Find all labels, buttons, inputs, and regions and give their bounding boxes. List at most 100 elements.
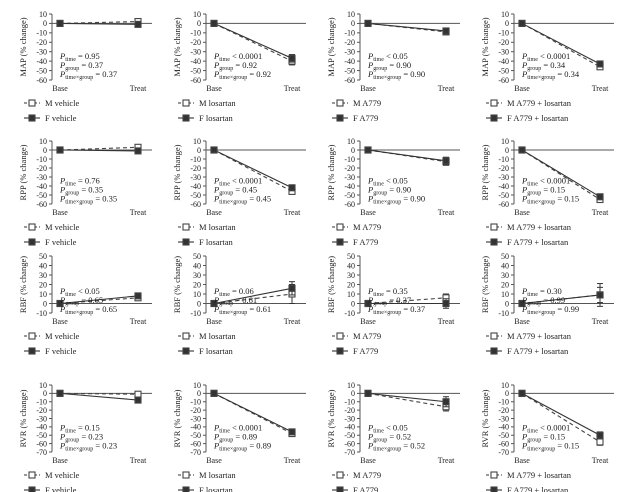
p-symbol: P (59, 194, 65, 204)
p-value: = 0.35 (79, 185, 103, 195)
legend-label: M A779 (353, 470, 381, 480)
p-value-stat: Pgroup = 0.99 (521, 295, 565, 307)
data-point (596, 431, 604, 439)
y-tick-label: -10 (36, 29, 47, 38)
p-subscript: time (65, 57, 76, 63)
y-tick-label: -40 (344, 182, 355, 191)
p-subscript: group (527, 301, 541, 307)
p-value-stat: Ptime = 0.35 (367, 286, 408, 298)
p-symbol: P (59, 423, 65, 433)
chart-panel: 100-10-20-30-40-50-60-70 RVR (% change) Ba… (172, 381, 306, 492)
y-tick-label: -30 (190, 173, 201, 182)
chart-panel: 100-10-20-30-40-50-60 RPP (% change) Base T… (326, 137, 460, 247)
y-tick-label: -10 (344, 398, 355, 407)
y-axis-label: RVR (% change) (480, 389, 490, 447)
y-tick-label: 0 (43, 299, 47, 308)
x-tick-label: Treat (438, 317, 455, 326)
legend-marker (28, 347, 36, 355)
p-value-stat: Pgroup = 0.15 (521, 185, 565, 197)
data-point (518, 146, 526, 154)
p-subscript: group (527, 438, 541, 444)
p-value: < 0.05 (384, 176, 408, 186)
p-value: = 0.37 (401, 304, 425, 314)
p-value-stat: Ptime×group = 0.89 (213, 441, 271, 453)
chart-panel: 100-10-20-30-40-50-60-70 RVR (% change) Ba… (480, 381, 614, 492)
p-subscript: group (65, 66, 79, 72)
legend-marker (490, 471, 498, 479)
x-tick-label: Treat (130, 317, 147, 326)
data-point (288, 428, 296, 436)
x-tick-label: Base (360, 456, 376, 465)
p-value-stat: Ptime < 0.0001 (213, 423, 262, 435)
legend-label: M losartan (199, 222, 236, 232)
p-value: = 0.35 (93, 194, 117, 204)
y-tick-label: -40 (498, 182, 509, 191)
legend-label: F A779 + losartan (507, 346, 569, 356)
y-tick-label: -70 (498, 448, 509, 457)
data-point (288, 184, 296, 192)
p-symbol: P (367, 60, 373, 70)
y-axis-label: RVR (% change) (172, 389, 182, 447)
y-tick-label: 10 (347, 381, 355, 390)
y-tick-label: -60 (344, 76, 355, 85)
x-tick-label: Base (206, 84, 222, 93)
y-tick-label: 30 (193, 271, 201, 280)
data-point (364, 146, 372, 154)
p-symbol: P (59, 295, 65, 305)
y-tick-label: -10 (190, 398, 201, 407)
legend-marker (490, 332, 498, 340)
p-value-stat: Ptime×group = 0.37 (59, 69, 117, 81)
series-line (367, 149, 447, 163)
y-tick-label: 10 (193, 137, 201, 146)
p-symbol: P (213, 432, 219, 442)
series-line (367, 392, 447, 403)
y-tick-label: -30 (190, 48, 201, 57)
p-value-stat: Ptime < 0.0001 (213, 176, 262, 188)
y-tick-label: -40 (36, 182, 47, 191)
data-point (56, 299, 64, 308)
p-subscript: time (65, 429, 76, 435)
data-point (364, 19, 372, 27)
y-tick-label: 50 (193, 252, 201, 261)
series-line (521, 392, 601, 443)
p-subscript: time (527, 57, 538, 63)
p-value-stat: Ptime = 0.95 (59, 51, 100, 63)
data-point (518, 299, 526, 308)
y-axis-label: RVR (% change) (326, 389, 336, 447)
y-tick-label: -10 (344, 309, 355, 318)
y-tick-label: -10 (498, 309, 509, 318)
p-value-stat: Ptime×group = 0.52 (367, 441, 425, 453)
y-tick-label: -50 (36, 191, 47, 200)
series-line (59, 149, 139, 152)
x-tick-label: Base (514, 456, 530, 465)
p-value-stat: Ptime < 0.05 (367, 51, 408, 63)
y-tick-label: -20 (36, 164, 47, 173)
data-point (134, 147, 142, 155)
y-tick-label: -10 (498, 398, 509, 407)
p-subscript: time (65, 182, 76, 188)
legend-label: M A779 + losartan (507, 222, 572, 232)
legend-marker (28, 223, 36, 231)
y-axis-label: MAP (% change) (172, 17, 182, 76)
p-value-stat: Pgroup = 0.65 (59, 295, 103, 307)
data-point (210, 19, 218, 27)
p-subscript: time×group (527, 75, 555, 81)
y-tick-label: -20 (190, 406, 201, 415)
p-subscript: group (219, 438, 233, 444)
data-point (288, 54, 296, 62)
legend-label: F losartan (199, 237, 234, 247)
y-axis-label: MAP (% change) (480, 17, 490, 76)
y-tick-label: 0 (505, 299, 509, 308)
y-tick-label: 0 (197, 19, 201, 28)
data-point (134, 396, 142, 404)
y-tick-label: -20 (498, 406, 509, 415)
legend-marker (336, 347, 344, 355)
y-tick-label: 0 (505, 146, 509, 155)
p-value-stat: Pgroup = 0.92 (213, 60, 257, 72)
x-tick-label: Treat (284, 208, 301, 217)
x-tick-label: Treat (438, 84, 455, 93)
y-axis-label: RBF (% change) (172, 256, 182, 313)
p-subscript: group (219, 301, 233, 307)
y-tick-label: -30 (344, 173, 355, 182)
